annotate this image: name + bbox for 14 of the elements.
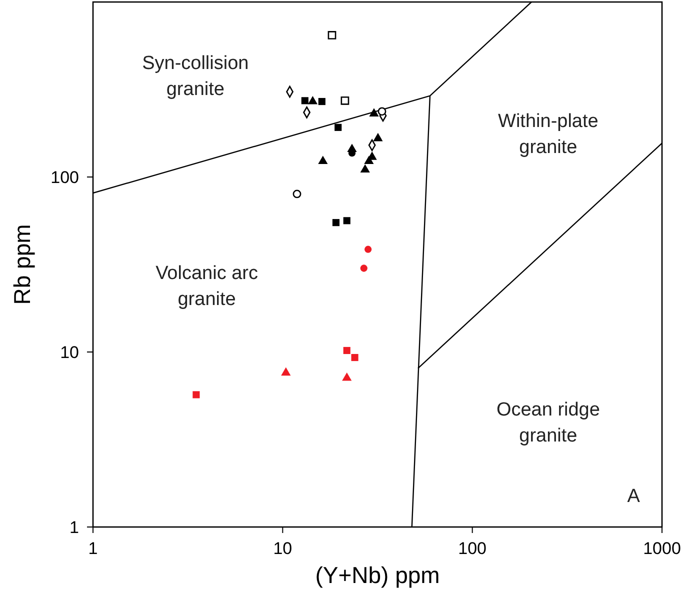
y-tick-label: 1 xyxy=(70,518,79,537)
annotation: Ocean ridge granite xyxy=(496,400,600,447)
x-tick-label: 1000 xyxy=(643,539,681,558)
x-tick-label: 100 xyxy=(458,539,487,558)
y-tick-label: 10 xyxy=(60,342,79,362)
annotation: Syn-collision granite xyxy=(142,53,249,100)
x-tick-label: 10 xyxy=(273,539,292,558)
annotation: Within-plate granite xyxy=(498,110,598,158)
y-tick-label: 100 xyxy=(50,168,79,187)
annotation: A xyxy=(627,486,640,508)
x-axis-title: (Y+Nb) ppm xyxy=(315,562,440,588)
annotation: Volcanic arc granite xyxy=(156,263,258,310)
y-axis-title: Rb ppm xyxy=(9,224,35,305)
x-tick-label: 1 xyxy=(88,539,98,558)
